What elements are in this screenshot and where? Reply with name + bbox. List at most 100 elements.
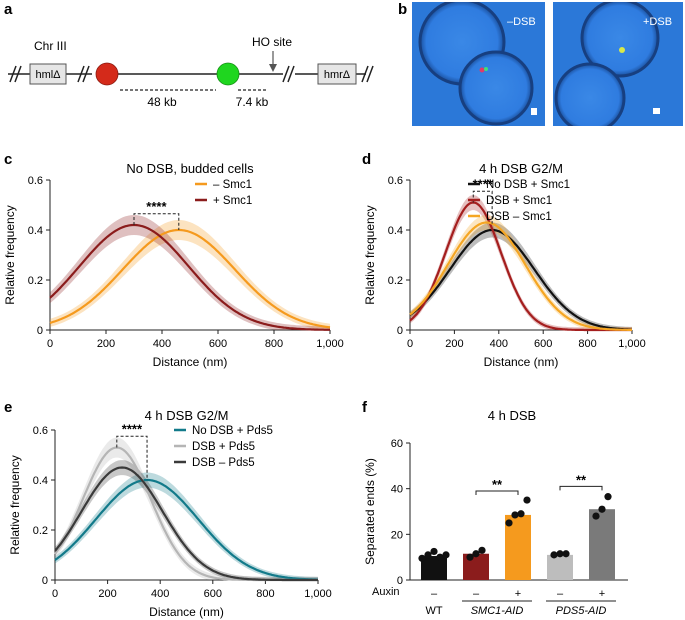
data-point <box>436 553 444 561</box>
y-tick-label: 20 <box>391 529 403 541</box>
chart-d: 4 h DSB G2/M 0 0.2 0.4 0.6 0 200 400 600 800 1,000… <box>363 161 646 369</box>
legend-label-1: DSB + Pds5 <box>192 441 255 453</box>
data-point <box>517 510 525 518</box>
series-band-0 <box>50 220 330 330</box>
x-tick-label: 600 <box>204 588 222 600</box>
chart-f: 4 h DSB 0 20 40 60 Separated ends (%) – – + – + Aux… <box>363 408 628 617</box>
x-tick-label: 1,000 <box>618 338 646 350</box>
series-band-1 <box>50 215 330 330</box>
y-tick-label: 0 <box>397 325 403 337</box>
significance-label: **** <box>146 199 167 214</box>
group-label-wt: WT <box>425 605 442 617</box>
x-tick-label: 800 <box>256 588 274 600</box>
significance-label: ** <box>576 472 587 487</box>
bar-0 <box>421 556 447 580</box>
series-line-1 <box>49 223 330 331</box>
group-label-smc1: SMC1-AID <box>471 605 524 617</box>
panel-letter-a: a <box>4 1 13 18</box>
significance-label: **** <box>122 421 143 436</box>
y-axis-label: Relative frequency <box>8 455 22 554</box>
auxin-sign: – <box>557 588 564 600</box>
y-tick-label: 0.2 <box>388 275 403 287</box>
y-tick-label: 0 <box>42 575 48 587</box>
auxin-label: Auxin <box>372 586 400 598</box>
plus-dsb-label: +DSB <box>643 16 672 28</box>
micrograph-plus-dsb: +DSB <box>553 2 683 126</box>
group-label-pds5: PDS5-AID <box>556 605 607 617</box>
break-mark-left-icon <box>9 65 22 83</box>
data-point <box>562 550 570 558</box>
y-tick-label: 40 <box>391 484 403 496</box>
data-point <box>505 519 513 527</box>
bar-4 <box>589 509 615 580</box>
panel-letter-b: b <box>398 1 407 18</box>
legend-label-2: DSB – Smc1 <box>486 211 552 223</box>
chart-title: No DSB, budded cells <box>126 161 254 176</box>
hmr-box <box>317 63 357 85</box>
ho-site-label: HO site <box>252 35 292 49</box>
auxin-sign: – <box>473 588 480 600</box>
x-tick-label: 400 <box>490 338 508 350</box>
auxin-sign: + <box>599 588 605 600</box>
x-tick-label: 1,000 <box>304 588 332 600</box>
minus-dsb-label: –DSB <box>507 16 536 28</box>
y-tick-label: 0.4 <box>33 475 48 487</box>
x-tick-label: 400 <box>151 588 169 600</box>
chart-c: No DSB, budded cells 0 0.2 0.4 0.6 0 200 400 600… <box>3 161 344 369</box>
ho-arrow-icon <box>269 64 277 72</box>
y-tick-label: 0.6 <box>33 425 48 437</box>
green-locus-dot <box>216 62 240 86</box>
hml-label: hmlΔ <box>35 69 61 81</box>
x-tick-label: 200 <box>98 588 116 600</box>
y-tick-label: 0 <box>397 575 403 587</box>
legend-label-1: + Smc1 <box>213 195 252 207</box>
significance-bracket <box>475 490 519 495</box>
micrograph-minus-dsb: –DSB <box>412 2 545 126</box>
x-tick-label: 800 <box>265 338 283 350</box>
auxin-sign: – <box>431 588 438 600</box>
panel-letter-f: f <box>362 399 368 416</box>
x-tick-label: 600 <box>209 338 227 350</box>
series-band-2 <box>410 215 632 330</box>
legend-label-0: No DSB + Pds5 <box>192 425 273 437</box>
chart-title: 4 h DSB <box>488 408 536 423</box>
y-tick-label: 0.6 <box>388 175 403 187</box>
y-tick-label: 0.4 <box>28 225 43 237</box>
chart-title: 4 h DSB G2/M <box>145 408 229 423</box>
y-tick-label: 0.2 <box>28 275 43 287</box>
break-mark-2-icon <box>77 65 90 83</box>
chr-label: Chr III <box>34 39 67 53</box>
x-tick-label: 0 <box>407 338 413 350</box>
data-point <box>418 554 426 562</box>
series-line-0 <box>49 228 331 329</box>
significance-bracket <box>133 213 180 230</box>
hml-box <box>29 63 67 85</box>
y-tick-label: 0.2 <box>33 525 48 537</box>
series-line-0 <box>54 478 318 581</box>
data-point <box>466 553 474 561</box>
significance-bracket <box>116 435 148 480</box>
legend-label-0: – Smc1 <box>213 179 252 191</box>
data-point <box>478 546 486 554</box>
chromosome-schematic: Chr III HO site hmlΔ hmrΔ 48 kb 7.4 kb <box>8 35 374 109</box>
data-point <box>472 550 480 558</box>
data-point <box>550 551 558 559</box>
y-axis-label: Relative frequency <box>3 205 17 304</box>
x-tick-label: 0 <box>47 338 53 350</box>
data-point <box>523 496 531 504</box>
x-tick-label: 200 <box>445 338 463 350</box>
distance-48kb-label: 48 kb <box>147 95 177 109</box>
data-point <box>430 547 438 556</box>
significance-bracket <box>559 485 603 491</box>
y-axis-label: Separated ends (%) <box>363 458 377 565</box>
panel-letter-c: c <box>4 151 12 168</box>
data-point <box>592 512 600 520</box>
y-tick-label: 0.4 <box>388 225 403 237</box>
panel-letter-e: e <box>4 399 12 416</box>
data-point <box>556 550 564 558</box>
bar-3 <box>547 554 573 580</box>
series-line-2 <box>409 221 632 331</box>
series-line-0 <box>409 228 632 331</box>
auxin-sign: + <box>515 588 521 600</box>
